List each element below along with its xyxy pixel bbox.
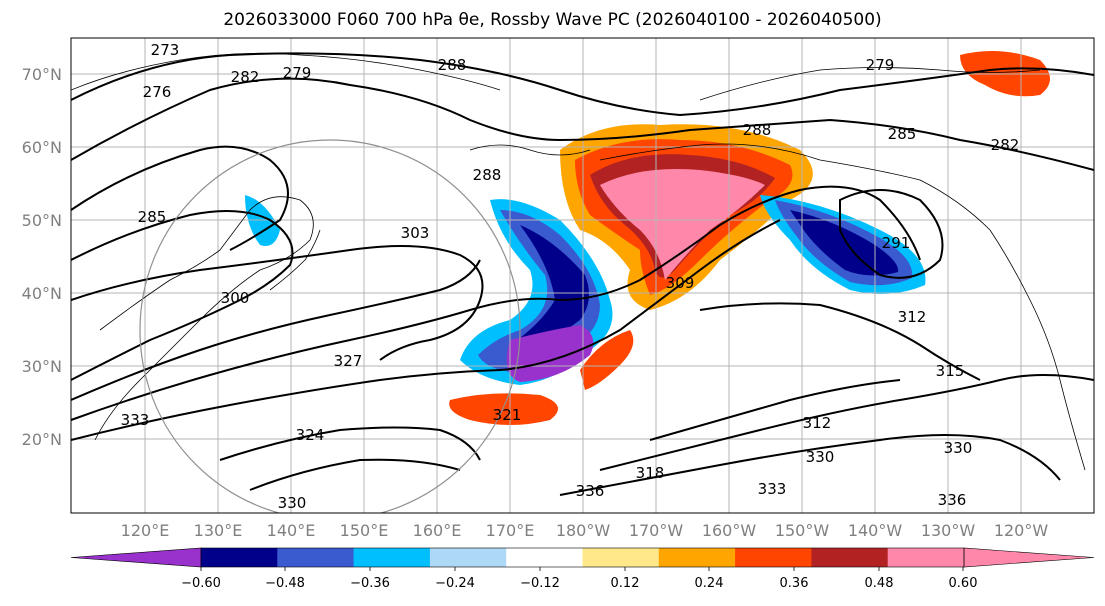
colorbar-tick-label: −0.36 [350,576,390,591]
colorbar-tick-label: 0.36 [780,576,809,591]
lon-tick-label: 180°W [556,521,611,540]
colorbar-outline [200,547,965,568]
shading-layer [245,51,1050,425]
lat-tick-label: 20°N [22,430,62,449]
colorbar-segment [353,548,431,567]
colorbar-tick-label: −0.12 [520,576,560,591]
lon-tick-label: 120°E [121,521,170,540]
shade-positive-sub [449,393,558,425]
contour-label: 330 [278,494,307,512]
coastlines [71,52,1086,471]
shade-positive-sub2 [580,330,634,390]
lon-tick-label: 150°E [340,521,389,540]
contour-label: 312 [898,308,927,326]
contour-label: 288 [473,166,502,184]
contour-label: 336 [576,482,605,500]
shade-negative-dark [510,225,589,348]
contour-label: 315 [936,362,965,380]
contour-label: 288 [438,56,467,74]
contour-label: 333 [758,480,787,498]
latitude-labels: 70°N 60°N 50°N 40°N 30°N 20°N [22,65,62,449]
colorbar-extend-min [70,547,202,568]
colorbar-tick-label: 0.60 [949,576,978,591]
lon-tick-label: 130°E [194,521,243,540]
colorbar: −0.60 −0.48 −0.36 −0.24 −0.12 0.12 0.24 0.36 0.4… [70,547,1095,591]
map-frame [70,37,1095,514]
lon-tick-label: 140°W [848,521,903,540]
contour-label: 282 [231,68,260,86]
colorbar-extend-max [963,547,1095,568]
contour-label: 336 [938,491,967,509]
contour-label: 300 [221,289,250,307]
lon-tick-label: 170°W [629,521,684,540]
contour-label: 312 [803,414,832,432]
contour-label: 279 [866,56,895,74]
lon-tick-label: 140°E [267,521,316,540]
lat-tick-label: 60°N [22,138,62,157]
lon-tick-label: 160°E [413,521,462,540]
graticule [71,38,1094,513]
contour-label: 285 [138,208,167,226]
contour-label: 330 [806,448,835,466]
colorbar-segment [506,548,583,567]
colorbar-tick-label: −0.48 [265,576,305,591]
lat-tick-label: 70°N [22,65,62,84]
contour-label: 327 [334,352,363,370]
colorbar-segment [887,548,965,567]
lon-tick-label: 170°E [486,521,535,540]
colorbar-tick-label: 0.24 [695,576,724,591]
contour-label: 303 [401,224,430,242]
lon-tick-label: 160°W [702,521,757,540]
lon-tick-label: 130°W [921,521,976,540]
contour-label: 330 [944,439,973,457]
contour-label: 309 [666,274,695,292]
colorbar-tick-label: 0.12 [611,576,640,591]
contour-label: 333 [121,411,150,429]
reference-circle [139,139,521,513]
plot-title: 2026033000 F060 700 hPa θe, Rossby Wave … [223,10,882,30]
colorbar-segment [201,548,278,567]
lat-tick-label: 30°N [22,357,62,376]
contour-label: 279 [283,64,312,82]
colorbar-segment [658,548,736,567]
shade-positive-pink [600,169,765,280]
shade-negative-east-dark [790,210,899,276]
colorbar-segment [735,548,812,567]
contour-label: 318 [636,464,665,482]
colorbar-tick-label: −0.60 [181,576,221,591]
colorbar-segment [429,548,507,567]
lon-tick-label: 120°W [994,521,1049,540]
contour-label: 288 [743,121,772,139]
contour-label: 273 [151,41,180,59]
contour-label: 285 [888,125,917,143]
longitude-labels: 120°E 130°E 140°E 150°E 160°E 170°E 180°W 170°W… [121,521,1049,540]
contour-label: 282 [991,136,1020,154]
contour-labels: 273 276 282 288 279 285 282 288 288 303 291 285 279 3… [121,41,1020,512]
lon-tick-label: 150°W [775,521,830,540]
colorbar-segment [277,548,355,567]
lat-tick-label: 40°N [22,284,62,303]
contour-label: 324 [296,426,325,444]
shade-negative-purple [506,325,594,382]
colorbar-tick-label: −0.24 [435,576,475,591]
colorbar-segment [811,548,889,567]
colorbar-tick-label: 0.48 [865,576,894,591]
contour-label: 321 [493,406,522,424]
theta-e-contours [71,52,1094,496]
lat-tick-label: 50°N [22,211,62,230]
colorbar-segment [582,548,660,567]
contour-label: 276 [143,83,172,101]
contour-label: 291 [882,234,911,252]
